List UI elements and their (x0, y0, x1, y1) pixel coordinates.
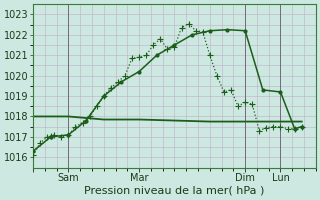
X-axis label: Pression niveau de la mer( hPa ): Pression niveau de la mer( hPa ) (84, 186, 265, 196)
